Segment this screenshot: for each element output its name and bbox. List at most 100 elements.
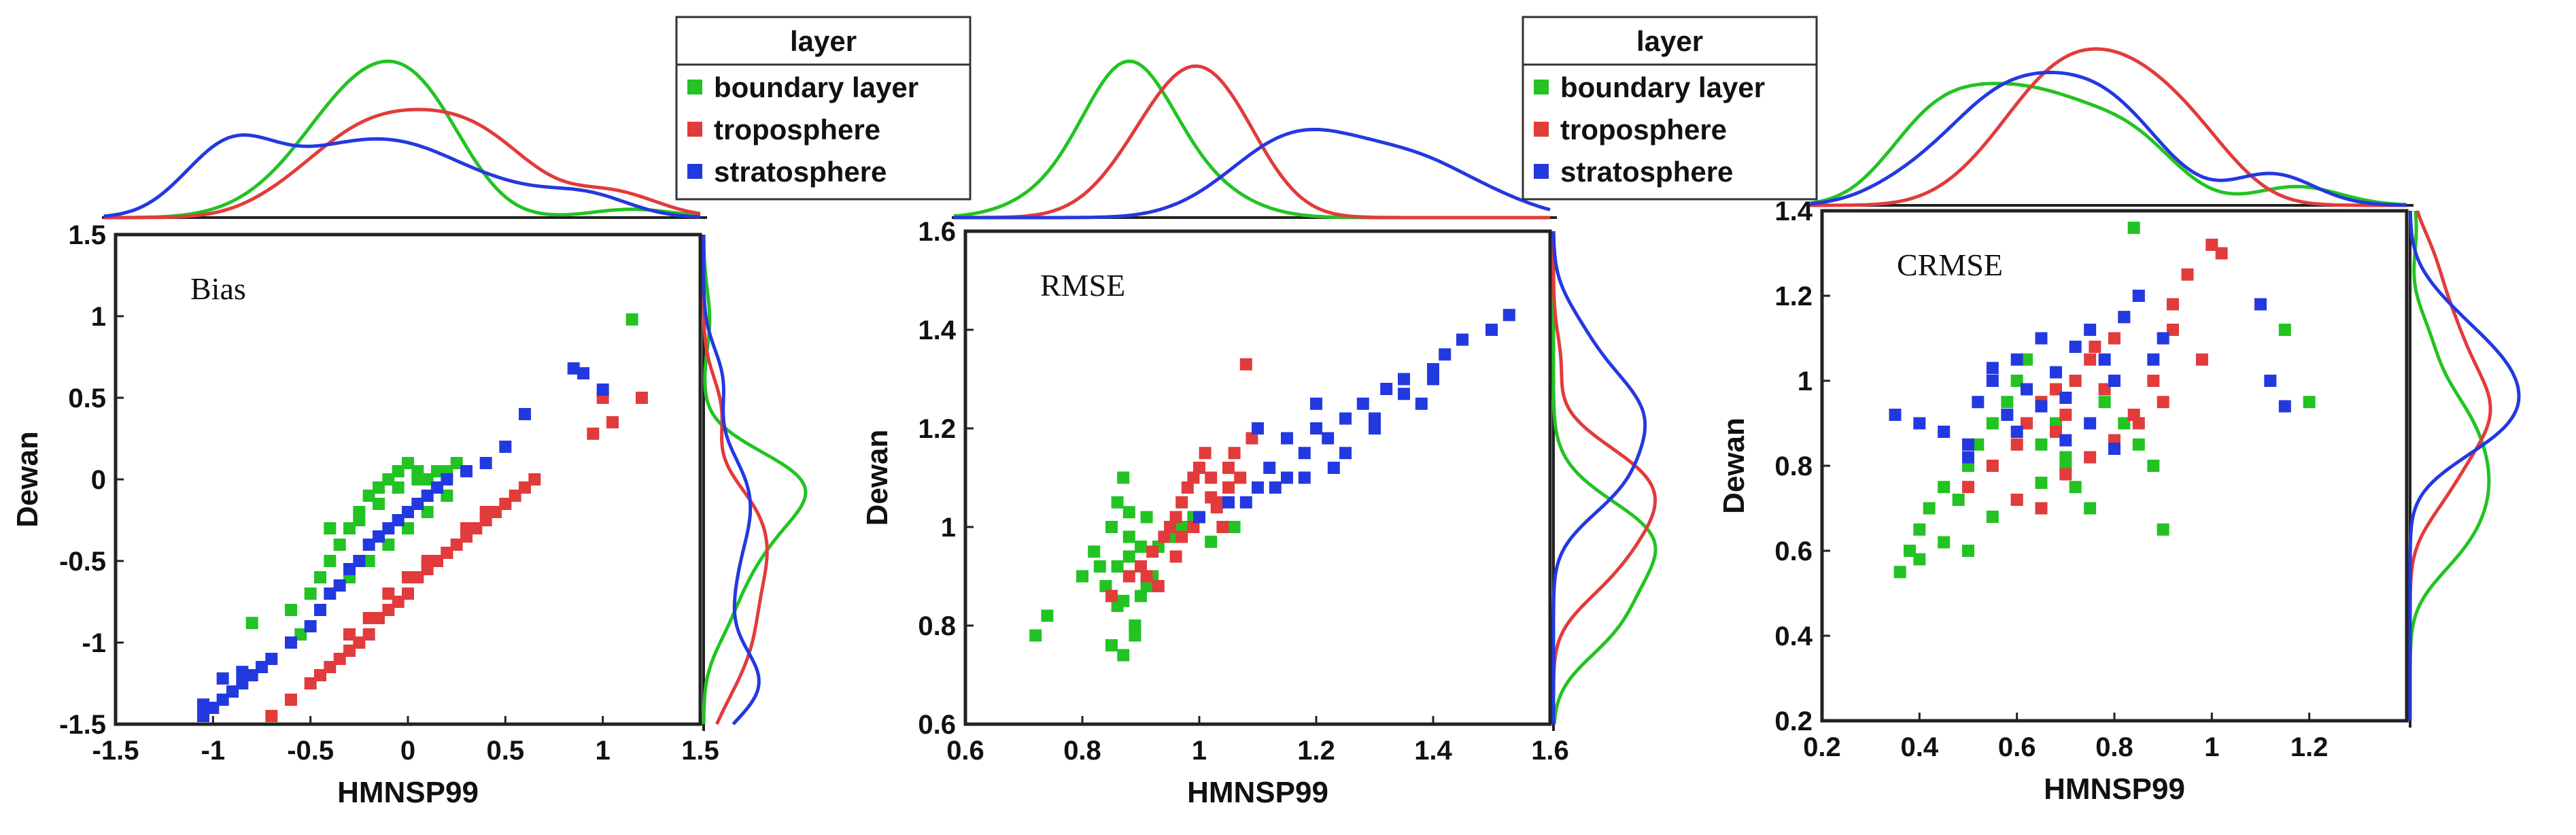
scatter-point [1193, 511, 1205, 524]
scatter-point [1398, 373, 1410, 386]
x-tick-label: 1.5 [681, 736, 719, 766]
scatter-point [460, 465, 473, 477]
scatter-point [1193, 462, 1205, 474]
scatter-point [1041, 609, 1054, 622]
scatter-point [1099, 580, 1112, 592]
scatter-point [1111, 496, 1124, 509]
scatter-point [1135, 541, 1147, 553]
scatter-point [2278, 324, 2291, 336]
scatter-point [1986, 375, 1999, 387]
x-tick-label: 0.2 [1803, 732, 1841, 762]
scatter-point [1310, 422, 1322, 434]
scatter-point [2010, 353, 2023, 366]
scatter-point [1205, 471, 1218, 484]
scatter-point [245, 617, 258, 630]
scatter-point [1152, 580, 1165, 592]
scatter-point [587, 427, 600, 440]
scatter-point [362, 539, 375, 551]
right-density-curve [702, 235, 769, 726]
scatter-point [1175, 496, 1188, 509]
scatter-point [421, 490, 434, 502]
scatter-point [1105, 590, 1118, 602]
scatter-point [2084, 353, 2097, 366]
scatter-point [1117, 649, 1130, 662]
scatter-point [1169, 511, 1182, 524]
scatter-point [245, 669, 258, 681]
scatter-point [1105, 521, 1118, 533]
top-density-curve [1810, 82, 2407, 207]
scatter-point [1199, 447, 1212, 460]
scatter-point [1175, 521, 1188, 533]
scatter-point [2098, 353, 2111, 366]
scatter-point [1187, 471, 1200, 484]
y-tick-label: 0.6 [1774, 536, 1813, 566]
scatter-point [1246, 432, 1258, 445]
scatter-point [1913, 417, 1926, 430]
scatter-point [1181, 481, 1194, 494]
scatter-point [1962, 451, 1974, 464]
panel-bias: -1.5 -1 -0.5 0 0.5 1 1.5 -1.5 -1 -0.5 0 0.5 1 1.5 HMNS… [11, 59, 808, 809]
y-tick-label: 1.2 [1774, 282, 1813, 311]
scatter-point [265, 710, 278, 722]
scatter-point [1986, 417, 1999, 430]
scatter-point [402, 506, 414, 518]
scatter-point [1962, 481, 1974, 494]
scatter-point [1962, 438, 1974, 451]
scatter-point [2069, 481, 2082, 494]
scatter-point [1222, 481, 1235, 494]
scatter-point [343, 645, 356, 657]
legend-entry: stratosphere [1560, 156, 1733, 188]
scatter-point [1986, 511, 1999, 523]
scatter-point [362, 555, 375, 567]
scatter-point [2050, 383, 2062, 396]
scatter-point [2069, 341, 2082, 353]
scatter-point [2084, 502, 2097, 515]
scatter-point [1298, 471, 1311, 484]
legend-entry: troposphere [714, 114, 880, 146]
scatter-point [2050, 366, 2062, 379]
x-tick-label: -1.5 [92, 736, 139, 766]
legend-entry: stratosphere [714, 156, 887, 188]
scatter-point [1938, 481, 1951, 494]
scatter-point [411, 498, 424, 510]
y-tick-label: 1 [1798, 367, 1813, 396]
scatter-point [411, 571, 424, 583]
scatter-point [596, 384, 609, 396]
scatter-point [2059, 451, 2072, 464]
scatter-point [402, 587, 414, 600]
scatter-point [490, 506, 502, 518]
scatter-point [1122, 550, 1135, 563]
scatter-point [2001, 409, 2014, 421]
scatter-point [373, 530, 385, 543]
scatter-point [431, 481, 443, 494]
scatter-point [519, 408, 531, 420]
scatter-point [2254, 298, 2267, 311]
scatter-point [1904, 545, 1916, 557]
scatter-point [392, 465, 405, 477]
scatter-point [421, 506, 434, 518]
panel-rmse: 0.6 0.8 1 1.2 1.4 1.6 0.6 0.8 1 1.2 1.4 1.6 HMNSP99 D… [675, 16, 1658, 809]
scatter-point [2132, 290, 2145, 302]
scatter-point [2098, 396, 2111, 409]
y-tick-label: 0.5 [68, 384, 106, 413]
scatter-point [2196, 353, 2208, 366]
scatter-point [1398, 388, 1410, 401]
legend-swatch [1534, 164, 1549, 179]
scatter-point [1986, 460, 1999, 472]
scatter-point [362, 490, 375, 502]
y-tick-label: 1 [91, 302, 106, 332]
x-tick-label: 1.2 [1297, 736, 1335, 766]
scatter-point [2167, 298, 2179, 311]
scatter-point [470, 522, 483, 534]
scatter-point [1239, 496, 1252, 509]
scatter-point [2147, 353, 2160, 366]
scatter-point [362, 612, 375, 624]
scatter-point [2132, 438, 2145, 451]
scatter-point [1427, 363, 1439, 375]
scatter-point [382, 473, 395, 485]
scatter-point [324, 555, 337, 567]
legend-entry: troposphere [1560, 114, 1727, 146]
scatter-point [392, 481, 405, 494]
scatter-point [2010, 438, 2023, 451]
scatter-point [2021, 353, 2033, 366]
